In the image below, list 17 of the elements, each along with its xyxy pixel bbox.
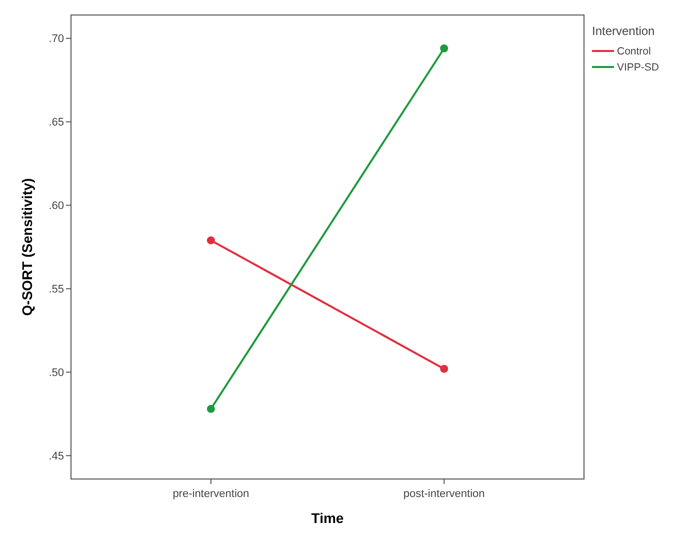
point (206, 236, 215, 244)
y-tick-label: .55 (48, 284, 64, 296)
x-tick-label: post-intervention (403, 488, 485, 500)
y-tick-label: .50 (48, 367, 64, 380)
y-tick-label: .60 (48, 200, 64, 212)
point (440, 44, 448, 52)
legend-label: Control (617, 46, 651, 58)
y-tick-label: .45 (48, 450, 64, 462)
legend-label: VIPP-SD (617, 62, 660, 74)
point (440, 364, 448, 373)
point (206, 404, 215, 413)
x-tick-label: pre-intervention (172, 488, 250, 500)
y-tick-label: .70 (48, 33, 64, 46)
x-axis-title: Time (311, 510, 344, 526)
y-axis-title: Q-SORT (Sensitivity) (19, 178, 35, 316)
y-tick-label: .65 (48, 116, 64, 129)
legend-title: Intervention (592, 24, 655, 38)
